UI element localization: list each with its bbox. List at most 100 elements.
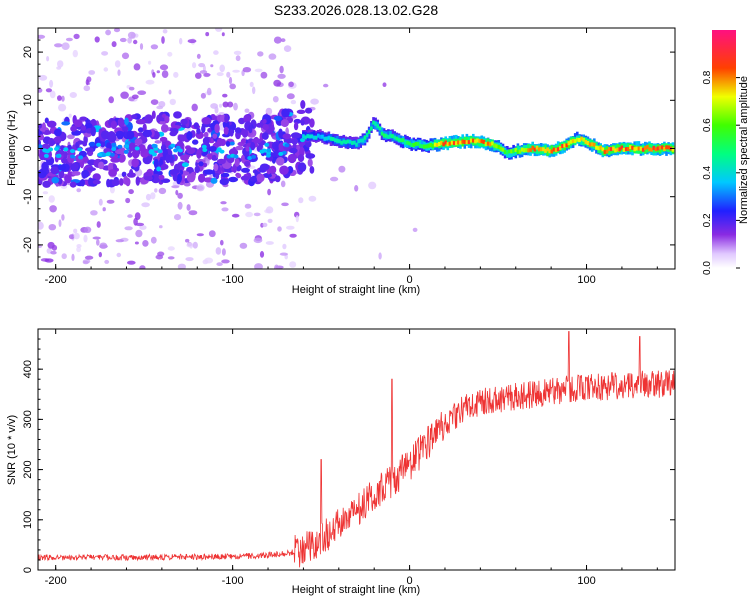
noise-cell — [265, 206, 274, 214]
band-cell — [41, 161, 49, 172]
noise-cell — [58, 219, 62, 227]
band-cell — [50, 166, 60, 175]
noise-cell — [382, 82, 387, 87]
spectrogram-x-label: Height of straight line (km) — [292, 284, 420, 296]
noise-cell — [239, 242, 248, 249]
band-cell — [207, 153, 214, 160]
band-cell — [213, 163, 219, 172]
noise-cell — [188, 210, 198, 216]
ridge-cell — [338, 139, 341, 144]
band-cell — [92, 179, 101, 185]
noise-cell — [72, 49, 79, 58]
band-cell — [245, 146, 250, 152]
noise-cell — [206, 87, 212, 96]
band-cell — [79, 116, 88, 121]
ridge-cell — [644, 146, 647, 151]
y-tick-label: 300 — [22, 410, 34, 428]
band-cell — [196, 127, 201, 135]
band-cell — [143, 176, 153, 181]
band-cell — [53, 128, 62, 137]
noise-cell — [330, 176, 339, 182]
ridge-cell — [476, 138, 479, 143]
noise-cell — [252, 86, 256, 95]
noise-cell — [177, 263, 186, 269]
ridge-cell — [595, 145, 598, 150]
noise-cell — [221, 32, 225, 37]
noise-cell — [219, 64, 225, 73]
band-cell — [300, 100, 306, 109]
band-cell — [51, 176, 60, 184]
noise-cell — [127, 31, 136, 39]
ridge-blob — [48, 147, 54, 152]
x-tick-label: 100 — [577, 274, 595, 286]
noise-cell — [48, 195, 55, 203]
noise-cell — [57, 60, 64, 68]
ridge-cell — [461, 139, 464, 144]
noise-cell — [185, 257, 194, 262]
band-cell — [195, 159, 206, 164]
ridge-cell — [421, 144, 424, 149]
noise-cell — [203, 72, 211, 78]
x-tick-label: 0 — [407, 274, 413, 286]
noise-cell — [168, 89, 172, 95]
noise-cell — [265, 241, 274, 245]
noise-cell — [191, 103, 198, 112]
band-cell — [142, 129, 153, 138]
snr-panel: -200 -100 0 100 0 100 200 300 400 Height of str… — [6, 328, 676, 596]
ridge-blob — [151, 143, 157, 148]
noise-cell — [289, 233, 297, 238]
noise-cell — [61, 95, 65, 102]
ridge-cell — [331, 137, 335, 142]
band-cell — [164, 115, 170, 124]
snr-plot-area — [38, 329, 675, 570]
colorbar-tick-label: 0.2 — [702, 213, 713, 227]
ridge-cell — [561, 144, 564, 148]
ridge-blob — [70, 154, 75, 159]
noise-cell — [94, 36, 100, 43]
noise-cell — [245, 211, 254, 218]
ridge-cell — [544, 144, 547, 153]
noise-cell — [76, 188, 81, 193]
ridge-cell — [631, 145, 634, 150]
noise-cell — [150, 44, 159, 50]
noise-cell — [139, 43, 144, 50]
ridge-cell — [486, 141, 490, 146]
band-cell — [38, 128, 41, 138]
ridge-cell — [612, 146, 615, 151]
ridge-cell — [661, 145, 664, 150]
ridge-cell — [637, 146, 641, 151]
band-cell — [50, 140, 56, 146]
ridge-cell — [323, 136, 326, 141]
snr-y-label: SNR (10 * v/v) — [6, 415, 18, 485]
ridge-cell — [593, 142, 596, 147]
ridge-cell — [548, 149, 551, 154]
ridge-cell — [520, 147, 524, 152]
band-cell — [70, 125, 77, 132]
band-cell — [98, 161, 105, 170]
noise-cell — [61, 42, 70, 50]
noise-cell — [127, 214, 133, 218]
ridge-cell — [639, 146, 643, 151]
noise-cell — [61, 214, 65, 221]
noise-cell — [139, 225, 147, 230]
ridge-cell — [550, 149, 554, 154]
noise-cell — [196, 53, 201, 59]
spectrogram-y-ticks: -20 -10 0 10 20 — [22, 27, 675, 270]
band-cell — [270, 152, 277, 158]
ridge-cell — [472, 138, 475, 143]
noise-cell — [135, 229, 143, 238]
noise-cell — [98, 251, 103, 258]
band-cell — [274, 144, 279, 154]
noise-cell — [338, 165, 346, 173]
band-cell — [81, 169, 90, 178]
band-cell — [309, 166, 315, 174]
noise-cell — [290, 99, 297, 105]
ridge-cell — [508, 149, 511, 154]
noise-cell — [265, 107, 273, 116]
ridge-cell — [597, 146, 600, 151]
noise-cell — [145, 79, 155, 85]
band-cell — [170, 168, 180, 175]
band-cell — [289, 147, 298, 154]
noise-cell — [88, 70, 96, 75]
